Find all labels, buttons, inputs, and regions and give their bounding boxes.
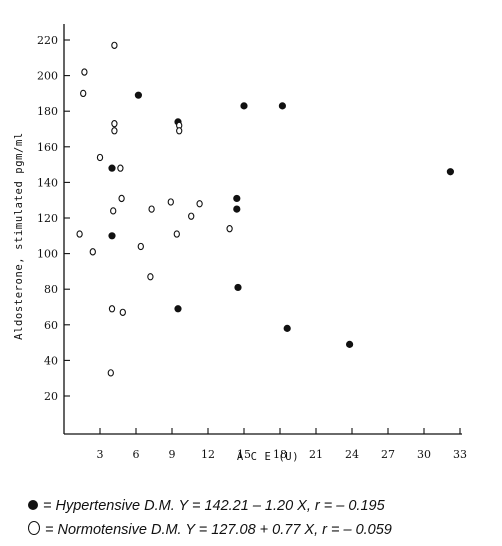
hypertensive-point	[234, 283, 242, 292]
y-tick-label: 160	[37, 141, 58, 154]
y-tick-label: 200	[37, 70, 58, 83]
data-points	[76, 41, 454, 377]
normotensive-point	[147, 273, 154, 281]
y-tick-label: 20	[44, 390, 58, 403]
hypertensive-point	[346, 340, 354, 348]
normotensive-point	[80, 89, 87, 98]
normotensive-point	[196, 200, 203, 208]
hypertensive-point	[233, 194, 241, 203]
normotensive-point	[76, 230, 83, 238]
normotensive-point	[108, 305, 116, 313]
y-tick-label: 220	[37, 34, 58, 47]
x-tick-label: 9	[169, 448, 176, 461]
normotensive-point	[226, 225, 233, 233]
y-tick-label: 180	[37, 105, 58, 118]
normotensive-point	[111, 41, 118, 49]
normotensive-point	[119, 308, 126, 316]
x-tick-label: 3	[97, 448, 104, 461]
normotensive-point	[89, 248, 96, 256]
y-axis-ticks: 20 40 60 80 100 120 140 160 180 200 220	[37, 34, 70, 403]
normotensive-point	[96, 153, 104, 162]
y-axis-title: Aldosterone, stimulated pgm/ml	[13, 132, 25, 340]
hypertensive-point	[233, 205, 241, 213]
hypertensive-point	[240, 102, 248, 110]
y-tick-label: 120	[37, 212, 58, 225]
hypertensive-point	[174, 305, 182, 313]
x-tick-label: 6	[133, 448, 140, 461]
filled-circle-icon	[28, 500, 38, 510]
hypertensive-point	[108, 164, 116, 172]
hypertensive-point	[283, 324, 291, 332]
x-tick-label: 27	[381, 448, 395, 461]
normotensive-point	[188, 212, 195, 220]
normotensive-point	[111, 127, 118, 135]
x-tick-label: 18	[273, 448, 287, 461]
normotensive-point	[117, 164, 124, 172]
legend-hypertensive-text: = Hypertensive D.M. Y = 142.21 – 1.20 X,…	[43, 498, 385, 514]
x-tick-label: 24	[345, 448, 359, 461]
y-tick-label: 100	[37, 248, 58, 261]
normotensive-point	[107, 369, 114, 377]
scatter-chart: 20 40 60 80 100 120 140 160 180 200 220 3 6 9 12 15 18 2…	[13, 24, 467, 463]
normotensive-point	[137, 242, 144, 251]
y-tick-label: 140	[37, 176, 58, 189]
normotensive-point	[110, 207, 117, 215]
y-tick-label: 80	[44, 283, 58, 296]
hypertensive-point	[134, 91, 142, 99]
normotensive-point	[81, 68, 88, 76]
normotensive-point	[111, 120, 118, 128]
x-tick-label: 15	[237, 448, 251, 461]
legend-normotensive-text: = Normotensive D.M. Y = 127.08 + 0.77 X,…	[45, 522, 392, 538]
x-tick-label: 21	[309, 448, 323, 461]
x-tick-label: 33	[453, 448, 467, 461]
normotensive-point	[176, 127, 183, 135]
legend-entry-hypertensive: = Hypertensive D.M. Y = 142.21 – 1.20 X,…	[28, 498, 502, 514]
hypertensive-point	[446, 168, 454, 176]
legend-entry-normotensive: = Normotensive D.M. Y = 127.08 + 0.77 X,…	[28, 521, 502, 538]
open-circle-icon	[28, 521, 40, 535]
x-axis-ticks: 3 6 9 12 15 18 21 24 27 30 33	[97, 428, 467, 461]
hypertensive-point	[278, 102, 286, 110]
normotensive-point	[173, 230, 180, 238]
x-tick-label: 30	[417, 448, 431, 461]
y-tick-label: 60	[44, 319, 58, 332]
x-axis-title: A C E (U)	[237, 451, 299, 463]
normotensive-point	[148, 205, 155, 213]
hypertensive-point	[108, 232, 116, 240]
x-tick-label: 12	[201, 448, 215, 461]
y-tick-label: 40	[44, 354, 58, 367]
normotensive-point	[167, 198, 174, 206]
normotensive-point	[118, 194, 125, 203]
